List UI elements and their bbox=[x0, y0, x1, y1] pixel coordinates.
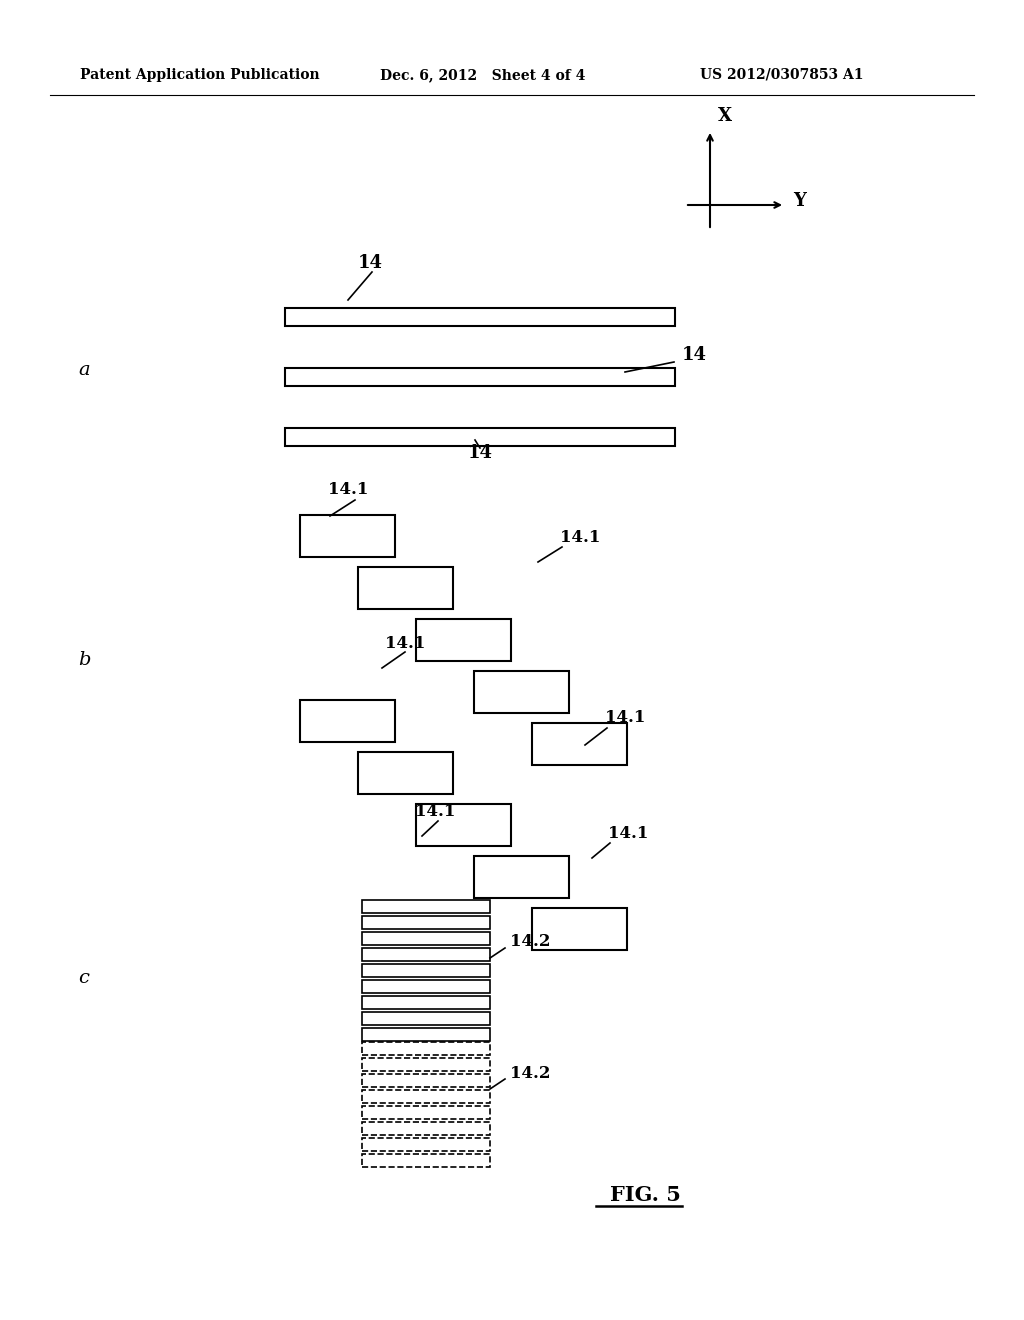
Bar bbox=[358, 752, 453, 795]
Bar bbox=[362, 997, 490, 1008]
Text: c: c bbox=[78, 969, 89, 987]
Bar bbox=[362, 1059, 490, 1071]
Bar bbox=[362, 1154, 490, 1167]
Text: Patent Application Publication: Patent Application Publication bbox=[80, 69, 319, 82]
Bar bbox=[285, 428, 675, 446]
Text: 14.1: 14.1 bbox=[605, 710, 645, 726]
Bar bbox=[358, 568, 453, 609]
Bar bbox=[362, 900, 490, 913]
Bar bbox=[362, 1138, 490, 1151]
Bar bbox=[362, 1012, 490, 1026]
Text: 14.1: 14.1 bbox=[385, 635, 425, 652]
Text: a: a bbox=[78, 360, 90, 379]
Bar bbox=[362, 948, 490, 961]
Text: 14.2: 14.2 bbox=[510, 933, 551, 950]
Bar bbox=[532, 908, 627, 950]
Bar bbox=[362, 1122, 490, 1135]
Bar bbox=[532, 723, 627, 766]
Text: b: b bbox=[78, 651, 90, 669]
Bar bbox=[362, 979, 490, 993]
Bar bbox=[362, 1074, 490, 1086]
Text: 14.2: 14.2 bbox=[510, 1064, 551, 1081]
Bar bbox=[300, 515, 395, 557]
Bar bbox=[362, 964, 490, 977]
Bar bbox=[474, 671, 569, 713]
Bar bbox=[362, 1106, 490, 1119]
Bar bbox=[474, 855, 569, 898]
Text: 14.1: 14.1 bbox=[415, 804, 456, 821]
Text: 14: 14 bbox=[468, 444, 493, 462]
Text: Dec. 6, 2012   Sheet 4 of 4: Dec. 6, 2012 Sheet 4 of 4 bbox=[380, 69, 586, 82]
Text: 14: 14 bbox=[358, 253, 383, 272]
Text: FIG. 5: FIG. 5 bbox=[610, 1185, 681, 1205]
Bar bbox=[285, 308, 675, 326]
Bar bbox=[416, 804, 511, 846]
Bar bbox=[416, 619, 511, 661]
Bar bbox=[362, 916, 490, 929]
Bar bbox=[362, 932, 490, 945]
Bar bbox=[362, 1041, 490, 1055]
Text: 14.1: 14.1 bbox=[328, 482, 369, 499]
Text: 14.1: 14.1 bbox=[608, 825, 648, 842]
Text: 14: 14 bbox=[682, 346, 707, 364]
Bar bbox=[285, 368, 675, 385]
Bar bbox=[300, 700, 395, 742]
Text: Y: Y bbox=[793, 191, 806, 210]
Text: X: X bbox=[718, 107, 732, 125]
Text: 14.1: 14.1 bbox=[560, 528, 600, 545]
Text: US 2012/0307853 A1: US 2012/0307853 A1 bbox=[700, 69, 863, 82]
Bar bbox=[362, 1090, 490, 1104]
Bar bbox=[362, 1028, 490, 1041]
